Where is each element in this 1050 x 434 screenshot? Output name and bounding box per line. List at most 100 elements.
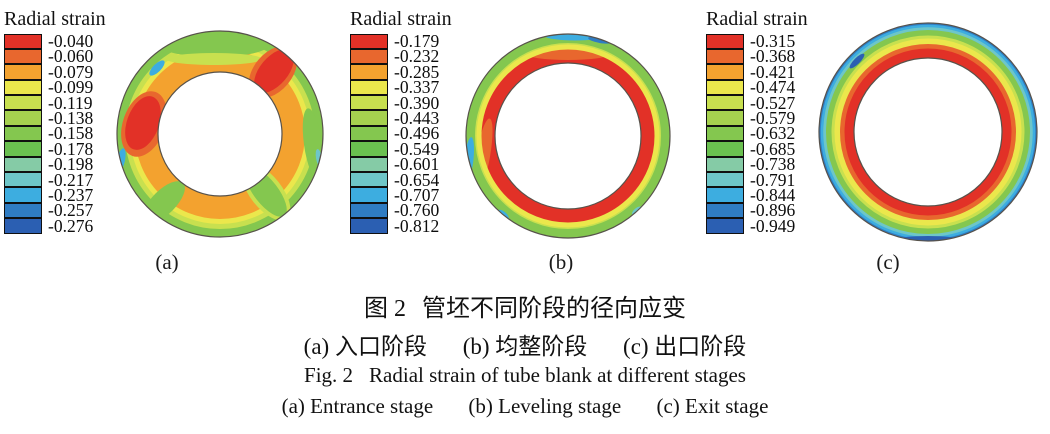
wedge-green-bottom-right — [245, 167, 287, 217]
caption-en-text: Radial strain of tube blank at different… — [369, 363, 746, 387]
panel-label-b: (b) — [548, 250, 574, 274]
legend-value: -0.178 — [48, 138, 94, 159]
legend-color-swatch — [350, 48, 388, 65]
legend-color-swatch — [4, 125, 42, 142]
legend-title: Radial strain — [706, 8, 808, 30]
legend-value: -0.257 — [48, 200, 94, 221]
legend-color-swatch — [706, 48, 744, 65]
legend-value: -0.138 — [48, 107, 94, 128]
legend-color-swatch — [350, 141, 388, 157]
legend-value: -0.421 — [750, 61, 796, 82]
legend-row: -0.812 — [350, 217, 452, 235]
legend-color-swatch — [706, 110, 744, 126]
legend-value: -0.527 — [750, 92, 796, 113]
legend-color-swatch — [706, 218, 744, 234]
legend-color-swatch — [350, 33, 388, 49]
legend-color-swatch — [4, 202, 42, 219]
legend-value: -0.285 — [394, 61, 440, 82]
legend-value: -0.232 — [394, 46, 440, 67]
caption-zh-sublabels: (a) 入口阶段 (b) 均整阶段 (c) 出口阶段 — [0, 327, 1050, 361]
legend-row: -0.549 — [350, 138, 452, 159]
legend-row: -0.178 — [4, 138, 106, 159]
legend-value: -0.844 — [750, 184, 796, 205]
legend-title: Radial strain — [4, 8, 106, 30]
band-red-base — [466, 34, 670, 238]
legend-row: -0.079 — [4, 63, 106, 81]
inner-boundary-c — [853, 57, 1003, 207]
ring-contour-c — [818, 22, 1038, 242]
legend-color-swatch — [4, 48, 42, 65]
edge-darkblue-topleft — [849, 53, 865, 69]
caption-en-fig-number: Fig. 2 — [304, 363, 354, 387]
legend-row: -0.099 — [4, 78, 106, 96]
legend-value: -0.060 — [48, 46, 94, 67]
legend-value: -0.632 — [750, 123, 796, 144]
legend-color-swatch — [4, 187, 42, 203]
ring-contour-b — [463, 31, 671, 239]
legend-row: -0.217 — [4, 171, 106, 189]
legend-color-swatch — [706, 141, 744, 157]
legend-color-swatch — [706, 187, 744, 203]
legend-color-swatch — [4, 64, 42, 80]
legend-color-swatch — [706, 125, 744, 142]
legend-color-swatch — [706, 64, 744, 80]
legend-value: -0.474 — [750, 77, 796, 98]
band-yellow-green — [830, 34, 1026, 230]
legend-color-swatch — [706, 33, 744, 49]
legend-value: -0.549 — [394, 138, 440, 159]
legend-value: -0.496 — [394, 123, 440, 144]
band-orange — [839, 43, 1017, 221]
legend-color-swatch — [706, 79, 744, 96]
legend-panel-a: Radial strain -0.040 -0.060 -0.079 -0.099 -0… — [4, 6, 106, 235]
legend-row: -0.527 — [706, 92, 808, 113]
legend-value: -0.443 — [394, 107, 440, 128]
legend-row: -0.232 — [350, 46, 452, 67]
caption-en-sub-b: (b) Leveling stage — [468, 394, 622, 418]
contour-bands-a — [116, 30, 324, 238]
legend-value: -0.707 — [394, 184, 440, 205]
caption-en-sub-a: (a) Entrance stage — [281, 394, 434, 418]
caption-zh-fig-number: 图 2 — [364, 296, 406, 322]
caption-zh-sub-b: (b) 均整阶段 — [462, 334, 588, 359]
legend-row: -0.158 — [4, 124, 106, 142]
legend-value: -0.040 — [48, 31, 94, 51]
legend-title: Radial strain — [350, 8, 452, 30]
legend-row: -0.285 — [350, 61, 452, 82]
legend-colorbar: -0.040 -0.060 -0.079 -0.099 -0.119 -0.138 -0.1… — [4, 31, 106, 235]
legend-color-swatch — [4, 218, 42, 234]
legend-row: -0.198 — [4, 155, 106, 173]
legend-panel-c: Radial strain -0.315 -0.368 -0.421 -0.474 -0… — [706, 6, 808, 235]
caption-en-sublabels: (a) Entrance stage (b) Leveling stage (c… — [0, 394, 1050, 419]
legend-value: -0.337 — [394, 77, 440, 98]
caption-zh-sub-c: (c) 出口阶段 — [623, 334, 747, 359]
legend-color-swatch — [4, 110, 42, 126]
legend-row: -0.791 — [706, 169, 808, 190]
legend-row: -0.496 — [350, 123, 452, 144]
legend-value: -0.368 — [750, 46, 796, 67]
ring-contour-a — [116, 30, 324, 238]
legend-row: -0.685 — [706, 140, 808, 158]
legend-colorbar: -0.315 -0.368 -0.421 -0.474 -0.527 -0.579 -0.6… — [706, 32, 808, 235]
legend-row: -0.060 — [4, 46, 106, 67]
legend-row: -0.654 — [350, 169, 452, 190]
legend-value: -0.601 — [394, 154, 440, 175]
legend-color-swatch — [706, 202, 744, 219]
blob-red-topright — [254, 49, 294, 93]
legend-row: -0.601 — [350, 154, 452, 175]
band-yellow — [834, 38, 1022, 226]
legend-row: -0.738 — [706, 155, 808, 173]
speck-cyan-topleft — [149, 60, 165, 76]
blob-green-top — [158, 31, 270, 57]
legend-row: -0.237 — [4, 186, 106, 204]
legend-value: -0.791 — [750, 169, 796, 190]
legend-color-swatch — [706, 95, 744, 111]
legend-row: -0.119 — [4, 92, 106, 113]
legend-color-swatch — [350, 156, 388, 173]
legend-color-swatch — [706, 156, 744, 173]
caption-zh-sub-a: (a) 入口阶段 — [303, 334, 427, 359]
caption-zh-title: 图 2 管坯不同阶段的径向应变 — [0, 288, 1050, 323]
legend-value: -0.119 — [48, 92, 93, 113]
legend-panel-b: Radial strain -0.179 -0.232 -0.285 -0.337 -0… — [350, 6, 452, 235]
legend-color-swatch — [4, 156, 42, 173]
legend-value: -0.654 — [394, 169, 440, 190]
